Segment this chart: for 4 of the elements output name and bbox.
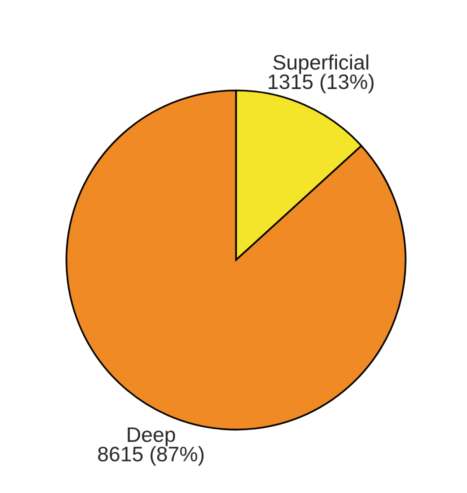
slice-label: Deep (128, 428, 176, 446)
data-label: 1315 (13%) (268, 74, 374, 94)
slice-label: Superficial (273, 54, 368, 74)
data-label: 8615 (87%) (98, 446, 204, 466)
